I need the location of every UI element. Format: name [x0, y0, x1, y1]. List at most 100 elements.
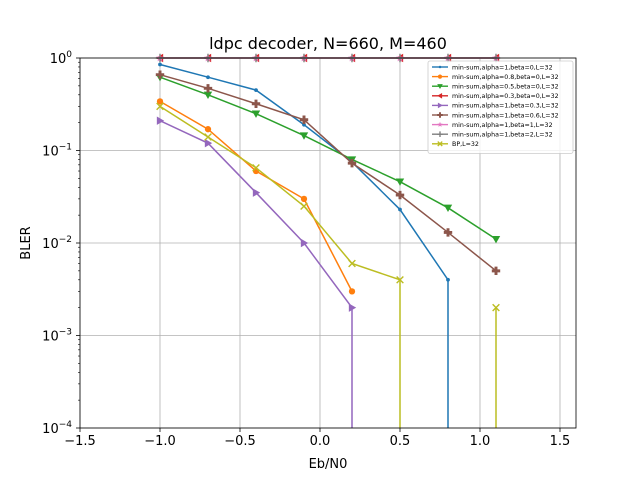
- chart-title: ldpc decoder, N=660, M=460: [209, 34, 447, 53]
- x-tick-label: −1.0: [144, 434, 176, 449]
- data-point: [300, 202, 308, 211]
- data-point: [204, 133, 212, 141]
- series-5: [156, 116, 357, 428]
- x-axis-ticks: −1.5 −1.0 −0.5 0.0 0.5 1.0 1.5: [64, 428, 570, 449]
- data-point: [437, 74, 443, 79]
- data-point: [252, 163, 260, 172]
- data-point: [156, 116, 165, 125]
- data-point: [300, 195, 308, 203]
- data-point: [438, 65, 442, 69]
- legend-entry: min-sum,alpha=1,beta=1,L=32: [432, 121, 553, 129]
- series-6: [155, 70, 501, 276]
- data-point: [252, 188, 261, 197]
- data-point: [158, 62, 162, 67]
- x-tick-label: −1.5: [64, 434, 96, 449]
- x-axis-label: Eb/N0: [309, 457, 348, 472]
- data-point: [300, 238, 309, 248]
- data-point: [437, 93, 443, 99]
- y-tick-label: 10−4: [42, 420, 72, 437]
- y-tick-base: 10: [50, 52, 67, 67]
- x-tick-label: 1.5: [550, 434, 571, 449]
- data-point: [437, 131, 443, 137]
- legend-label: min-sum,alpha=1,beta=0.3,L=32: [452, 103, 559, 110]
- data-point: [251, 99, 261, 108]
- data-point: [492, 303, 500, 312]
- data-point: [155, 70, 165, 79]
- y-tick-label: 10−3: [42, 328, 72, 345]
- data-point: [395, 178, 405, 186]
- legend-label: BP,L=32: [452, 141, 479, 148]
- series-9: [156, 102, 500, 428]
- x-tick-label: 1.0: [470, 434, 491, 449]
- legend-label: min-sum,alpha=1,beta=0,L=32: [452, 64, 553, 71]
- data-point: [251, 110, 261, 118]
- data-point: [446, 277, 450, 282]
- x-tick-label: 0.0: [310, 434, 331, 449]
- x-tick-label: 0.5: [390, 434, 411, 449]
- data-point: [491, 236, 501, 244]
- y-tick-label: 10−1: [42, 143, 72, 160]
- data-point: [395, 190, 405, 200]
- legend-label: min-sum,alpha=0.8,beta=0,L=32: [452, 74, 559, 81]
- data-point: [348, 288, 356, 295]
- data-point: [347, 158, 357, 168]
- data-point: [204, 126, 212, 133]
- series-line: [159, 76, 497, 240]
- x-tick-label: −0.5: [224, 434, 256, 449]
- data-point: [437, 121, 443, 127]
- y-tick-exponent: −1: [59, 143, 72, 153]
- y-tick-exponent: −3: [59, 328, 72, 338]
- legend-entry: min-sum,alpha=0.5,beta=0,L=32: [432, 84, 559, 91]
- data-point: [299, 115, 309, 124]
- data-point: [203, 91, 213, 100]
- y-tick-label: 10−2: [42, 235, 72, 252]
- series-line: [159, 73, 497, 272]
- y-tick-exponent: 0: [66, 50, 72, 60]
- data-point: [156, 98, 164, 105]
- series-line: [159, 63, 449, 428]
- data-point: [443, 204, 453, 213]
- legend: min-sum,alpha=1,beta=0,L=32 min-sum,alpha…: [427, 60, 574, 154]
- legend-label: min-sum,alpha=0.3,beta=0,L=32: [452, 93, 559, 100]
- data-point: [437, 112, 443, 118]
- data-point: [396, 275, 404, 284]
- legend-entry: min-sum,alpha=0.8,beta=0,L=32: [432, 74, 559, 81]
- data-point: [348, 303, 357, 312]
- data-point: [203, 84, 213, 93]
- legend-entry: BP,L=32: [432, 141, 479, 148]
- data-point: [156, 102, 164, 111]
- legend-label: min-sum,alpha=1,beta=0.6,L=32: [452, 112, 559, 119]
- y-tick-base: 10: [42, 422, 59, 437]
- legend-label: min-sum,alpha=1,beta=2,L=32: [452, 132, 553, 139]
- legend-entry: min-sum,alpha=1,beta=0.3,L=32: [432, 102, 559, 110]
- data-point: [204, 138, 213, 148]
- data-point: [254, 88, 258, 92]
- data-point: [491, 266, 501, 276]
- data-point: [398, 207, 402, 212]
- legend-label: min-sum,alpha=0.5,beta=0,L=32: [452, 84, 559, 91]
- y-tick-label: 100: [50, 50, 73, 67]
- legend-entry: min-sum,alpha=0.3,beta=0,L=32: [432, 93, 559, 100]
- y-tick-base: 10: [42, 330, 59, 345]
- legend-label: min-sum,alpha=1,beta=1,L=32: [452, 122, 553, 129]
- y-tick-base: 10: [42, 145, 59, 160]
- data-point: [437, 141, 443, 147]
- data-point: [348, 259, 356, 268]
- legend-entry: min-sum,alpha=1,beta=0.6,L=32: [432, 112, 559, 119]
- legend-entry: min-sum,alpha=1,beta=0,L=32: [432, 64, 553, 71]
- data-point: [437, 84, 443, 89]
- legend-box: [427, 60, 574, 154]
- y-tick-exponent: −2: [59, 235, 72, 245]
- series-2: [156, 98, 356, 295]
- data-point: [299, 132, 309, 140]
- legend-entry: min-sum,alpha=1,beta=2,L=32: [432, 131, 553, 139]
- series-line: [159, 120, 353, 428]
- data-point: [206, 75, 210, 80]
- y-tick-base: 10: [42, 237, 59, 252]
- data-point: [437, 102, 443, 109]
- y-axis-label: BLER: [19, 226, 34, 259]
- y-tick-exponent: −4: [59, 420, 73, 430]
- data-point: [443, 228, 453, 237]
